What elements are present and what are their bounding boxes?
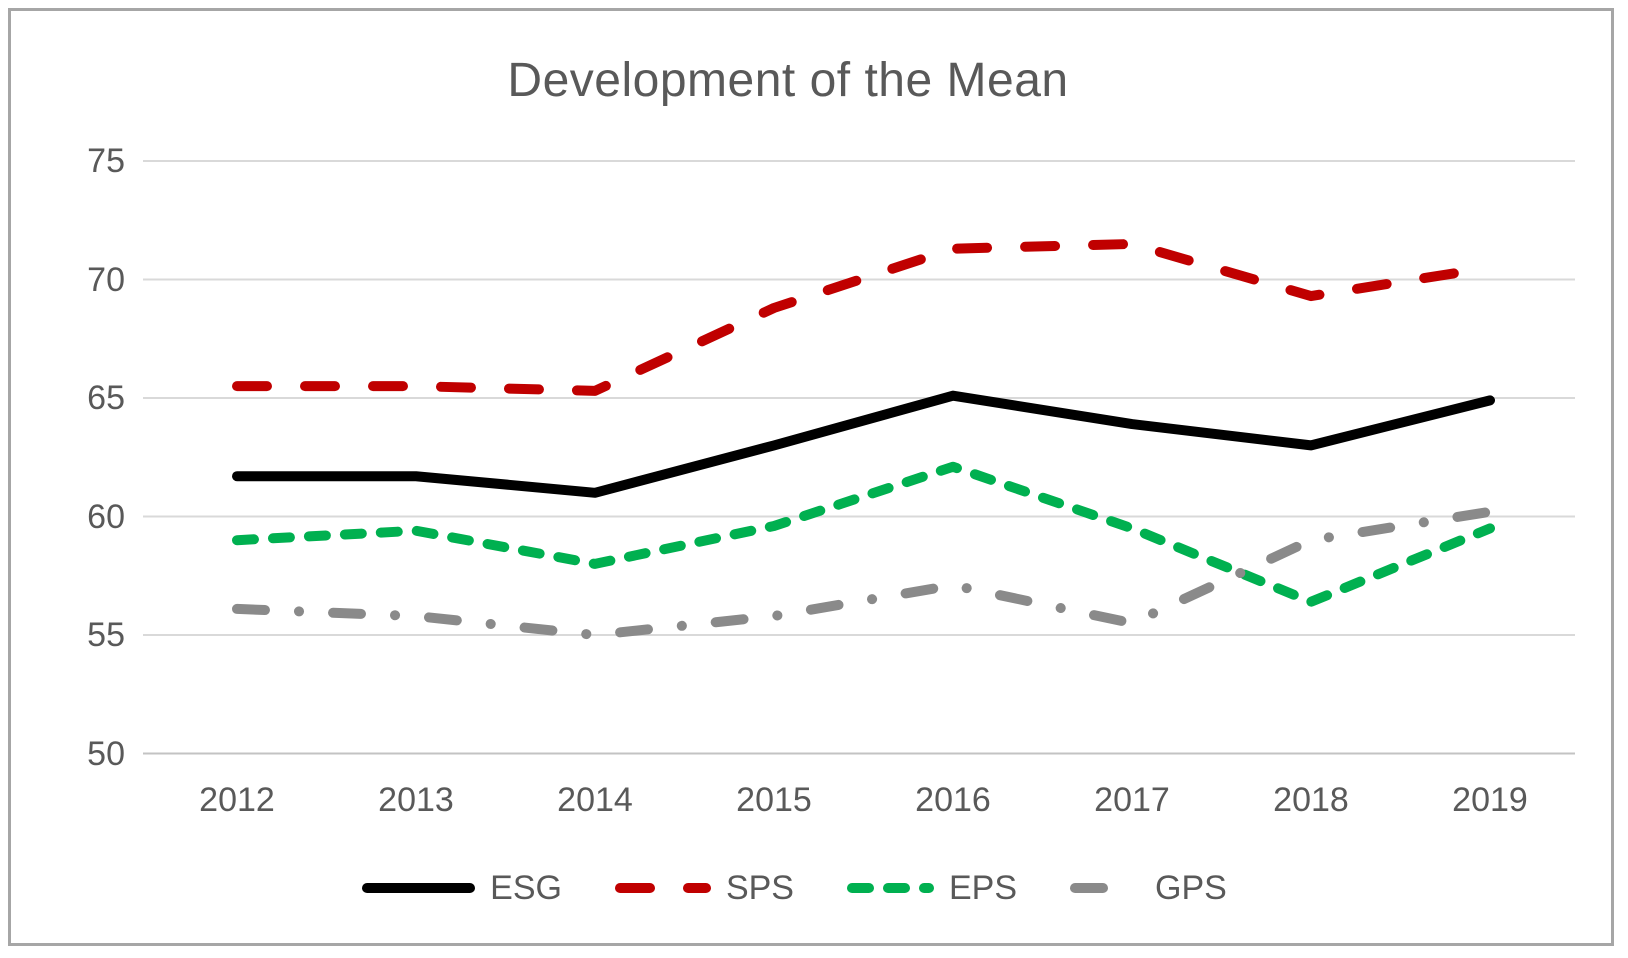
- legend-item-sps: SPS: [614, 869, 794, 908]
- y-axis-label-75: 75: [87, 142, 125, 180]
- legend-label-esg: ESG: [490, 868, 562, 907]
- legend-item-gps: GPS: [1069, 869, 1227, 908]
- y-axis-label-50: 50: [87, 734, 125, 773]
- legend-swatch-gps: [1070, 883, 1141, 893]
- legend-swatch-sps: [614, 883, 711, 893]
- chart-legend: ESG SPS EPS GPS: [0, 864, 1588, 912]
- x-axis-label-2015: 2015: [736, 781, 812, 819]
- series-line-gps: [232, 506, 1495, 640]
- x-axis-label-2013: 2013: [378, 781, 454, 819]
- y-axis-label-60: 60: [87, 497, 125, 536]
- y-axis-label-55: 55: [87, 616, 125, 654]
- legend-item-esg: ESG: [361, 869, 562, 908]
- y-axis-label-70: 70: [87, 260, 125, 299]
- series-line-eps: [232, 461, 1495, 607]
- legend-swatch-eps: [847, 883, 934, 893]
- x-axis-label-2017: 2017: [1094, 781, 1170, 819]
- legend-swatch-esg: [362, 883, 476, 893]
- legend-label-sps: SPS: [725, 868, 794, 907]
- series-line-esg: [232, 390, 1495, 498]
- x-axis-label-2019: 2019: [1452, 781, 1528, 819]
- x-axis-label-2018: 2018: [1273, 781, 1349, 819]
- chart-title: Development of the Mean: [507, 54, 1069, 107]
- x-axis-label-2014: 2014: [557, 781, 633, 819]
- series-line-sps: [232, 238, 1495, 396]
- x-axis-label-2012: 2012: [199, 781, 275, 819]
- legend-item-eps: EPS: [846, 869, 1017, 908]
- legend-label-eps: EPS: [949, 868, 1018, 907]
- x-axis-label-2016: 2016: [915, 781, 991, 819]
- legend-label-gps: GPS: [1155, 868, 1227, 907]
- y-axis-label-65: 65: [87, 379, 125, 417]
